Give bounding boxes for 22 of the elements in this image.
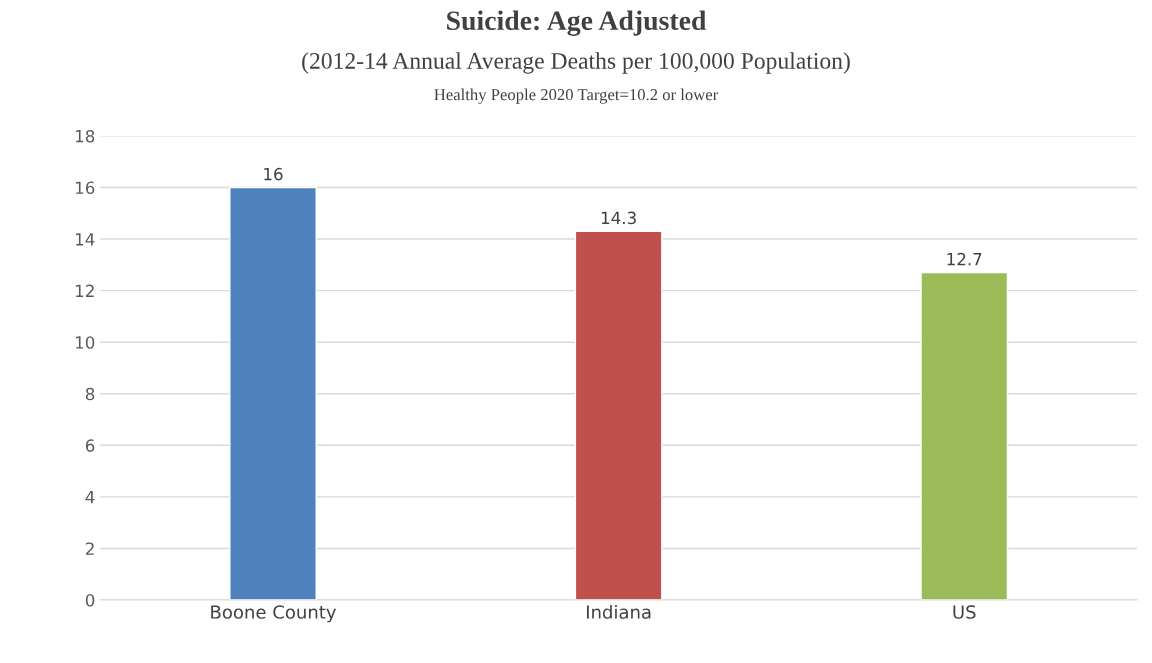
x-tick-label: Boone County bbox=[211, 605, 337, 623]
y-tick-label: 16 bbox=[75, 181, 95, 195]
bar bbox=[920, 271, 1009, 601]
y-tick-label: 4 bbox=[85, 491, 95, 504]
data-label: 12.7 bbox=[947, 252, 982, 266]
y-tick-label: 8 bbox=[85, 387, 95, 401]
y-tick-label: 12 bbox=[75, 284, 94, 297]
chart-subtitle: (2012-14 Annual Average Deaths per 100,000 Population) bbox=[302, 52, 850, 74]
y-tick-label: 6 bbox=[85, 439, 95, 452]
y-tick-label: 18 bbox=[75, 129, 95, 143]
bar bbox=[229, 186, 317, 601]
y-tick-label: 10 bbox=[75, 336, 95, 349]
chart-title: Suicide: Age Adjusted bbox=[447, 10, 707, 36]
x-tick-label: Indiana bbox=[586, 604, 651, 619]
text: Healthy People 2020 Target=10.2 or lower bbox=[434, 88, 719, 104]
y-tick-label: 2 bbox=[85, 542, 94, 555]
y-tick-label: 0 bbox=[85, 593, 95, 607]
bar bbox=[574, 230, 663, 601]
data-label: 16 bbox=[264, 167, 283, 181]
data-label: 14.3 bbox=[601, 211, 636, 225]
y-tick-label: 14 bbox=[75, 233, 95, 246]
x-tick-label: US bbox=[953, 605, 976, 619]
